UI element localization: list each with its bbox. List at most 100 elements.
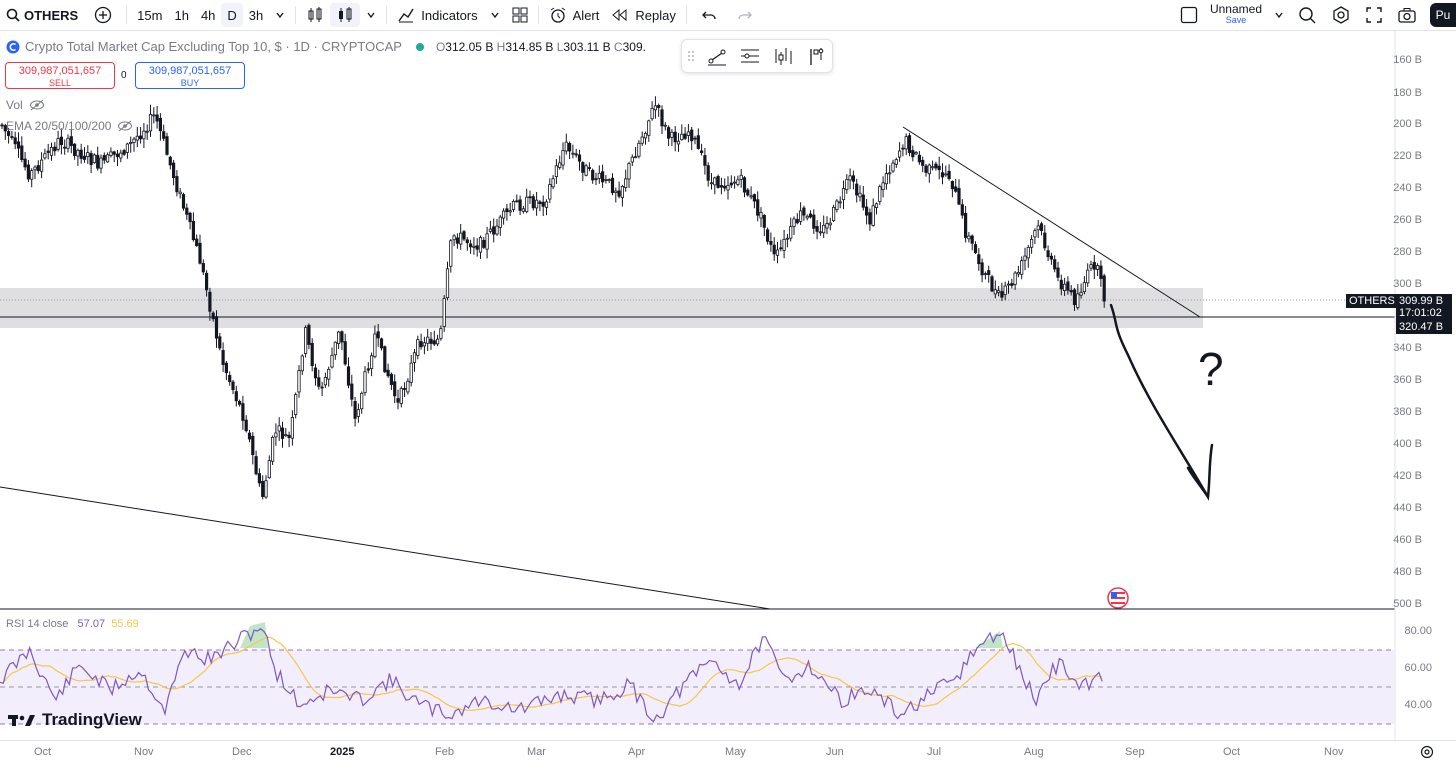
layout-name-button[interactable]: Unnamed Save	[1204, 3, 1268, 26]
interval-15m[interactable]: 15m	[137, 7, 163, 23]
candle-body	[125, 143, 129, 153]
chart-canvas[interactable]: ?	[0, 0, 1456, 740]
sell-button[interactable]: 309,987,051,657 SELL	[5, 62, 115, 89]
hand-drawn-arrow[interactable]	[1109, 303, 1214, 501]
candle-body	[1033, 230, 1037, 238]
candle-body	[871, 205, 875, 226]
candle-body	[756, 199, 760, 216]
candle-body	[96, 154, 100, 169]
candle-body	[498, 216, 502, 228]
quick-search-button[interactable]	[1290, 0, 1324, 30]
candle-body	[112, 151, 116, 155]
price-axis-label: 400 B	[1393, 438, 1422, 450]
descending-trendline[interactable]	[902, 126, 1201, 318]
sell-price: 309,987,051,657	[18, 65, 102, 77]
candle-body	[983, 273, 988, 275]
candle-body	[805, 215, 809, 219]
candle-body	[528, 196, 532, 199]
candle-body	[402, 388, 407, 390]
candle-body	[135, 135, 139, 141]
alert-button[interactable]: Alert	[543, 0, 606, 30]
chevron-down-icon	[1275, 12, 1283, 19]
rsi-legend[interactable]: RSI 14 close 57.07 55.69	[6, 618, 139, 630]
candle-body	[944, 173, 948, 176]
candle-body	[231, 381, 235, 391]
time-axis-label: Oct	[1223, 746, 1241, 758]
bars-pattern-tool-icon[interactable]	[772, 46, 794, 66]
horizontal-lines-tool-icon[interactable]	[739, 46, 761, 66]
candle-body	[726, 185, 730, 191]
candle-body	[894, 159, 898, 165]
lower-trendline[interactable]	[0, 486, 771, 610]
candle-body	[294, 394, 298, 415]
eye-off-icon[interactable]	[29, 99, 45, 111]
rsi-line	[0, 628, 1103, 723]
us-flag-event-icon[interactable]	[1107, 587, 1129, 609]
layout-dropdown[interactable]	[1268, 0, 1290, 30]
candles-button[interactable]	[330, 3, 361, 27]
candle-body	[284, 434, 288, 437]
time-axis-label: Jul	[927, 746, 942, 758]
candle-body	[138, 135, 143, 140]
layouts-button[interactable]	[506, 0, 534, 30]
bar-style-button[interactable]	[300, 0, 330, 30]
magnifier-icon	[1299, 7, 1316, 24]
time-axis[interactable]: Oct Nov Dec 2025 Feb Mar Apr May Jun Jul…	[0, 740, 1456, 764]
support-zone[interactable]	[0, 288, 1203, 328]
replay-button[interactable]: Replay	[605, 0, 681, 30]
candle-body	[696, 135, 700, 149]
interval-dropdown[interactable]	[269, 0, 291, 30]
ema-indicator-label[interactable]: EMA 20/50/100/200	[6, 119, 133, 133]
chart-type-dropdown[interactable]	[360, 0, 382, 30]
candle-body	[693, 137, 697, 140]
undo-button[interactable]	[691, 0, 727, 30]
flag-tool-icon[interactable]	[805, 46, 827, 66]
candle-body	[409, 362, 413, 383]
interval-4h[interactable]: 4h	[200, 7, 216, 23]
redo-button[interactable]	[727, 0, 763, 30]
symbol-search-button[interactable]: OTHERS	[0, 0, 84, 30]
candles-icon	[339, 7, 352, 22]
candle-body	[604, 178, 608, 181]
candle-body	[122, 150, 126, 155]
candle-body	[317, 377, 321, 387]
candle-body	[752, 194, 757, 202]
volume-indicator-label[interactable]: Vol	[6, 98, 45, 112]
chart-title[interactable]: Crypto Total Market Cap Excluding Top 10…	[25, 39, 402, 54]
interval-3h[interactable]: 3h	[248, 7, 264, 23]
compare-button[interactable]	[84, 0, 122, 30]
candle-body	[525, 196, 529, 213]
publish-button[interactable]: Pu	[1430, 3, 1456, 27]
time-axis-settings-icon[interactable]	[1420, 745, 1434, 759]
candle-body	[79, 149, 83, 159]
candle-body	[577, 154, 582, 162]
candle-body	[386, 369, 390, 377]
snapshot-button[interactable]	[1390, 0, 1424, 30]
candle-body	[601, 171, 605, 183]
candle-body	[145, 130, 149, 133]
interval-1h[interactable]: 1h	[174, 7, 189, 23]
settings-button[interactable]	[1324, 0, 1358, 30]
eye-off-icon[interactable]	[117, 120, 133, 132]
trend-line-tool-icon[interactable]	[706, 46, 728, 66]
buy-button[interactable]: 309,987,051,657 BUY	[135, 62, 245, 89]
candle-body	[950, 181, 955, 190]
candle-body	[23, 158, 27, 168]
tradingview-logo[interactable]: TradingView	[8, 710, 142, 730]
candle-body	[270, 436, 275, 462]
fullscreen-button[interactable]	[1358, 0, 1390, 30]
sell-label: SELL	[48, 78, 72, 88]
candle-body	[1030, 239, 1034, 248]
candle-body	[30, 170, 34, 180]
candle-body	[709, 182, 714, 185]
indicators-dropdown[interactable]	[484, 0, 506, 30]
candle-body	[376, 331, 380, 339]
layout-checkbox[interactable]	[1174, 0, 1204, 30]
indicators-button[interactable]: Indicators	[391, 0, 483, 30]
drag-handle-icon[interactable]	[687, 49, 695, 63]
candle-body	[346, 366, 351, 386]
candle-body	[218, 336, 222, 349]
interval-d[interactable]: D	[221, 3, 243, 27]
candle-body	[1026, 246, 1030, 259]
question-mark-annotation[interactable]: ?	[1198, 343, 1224, 395]
